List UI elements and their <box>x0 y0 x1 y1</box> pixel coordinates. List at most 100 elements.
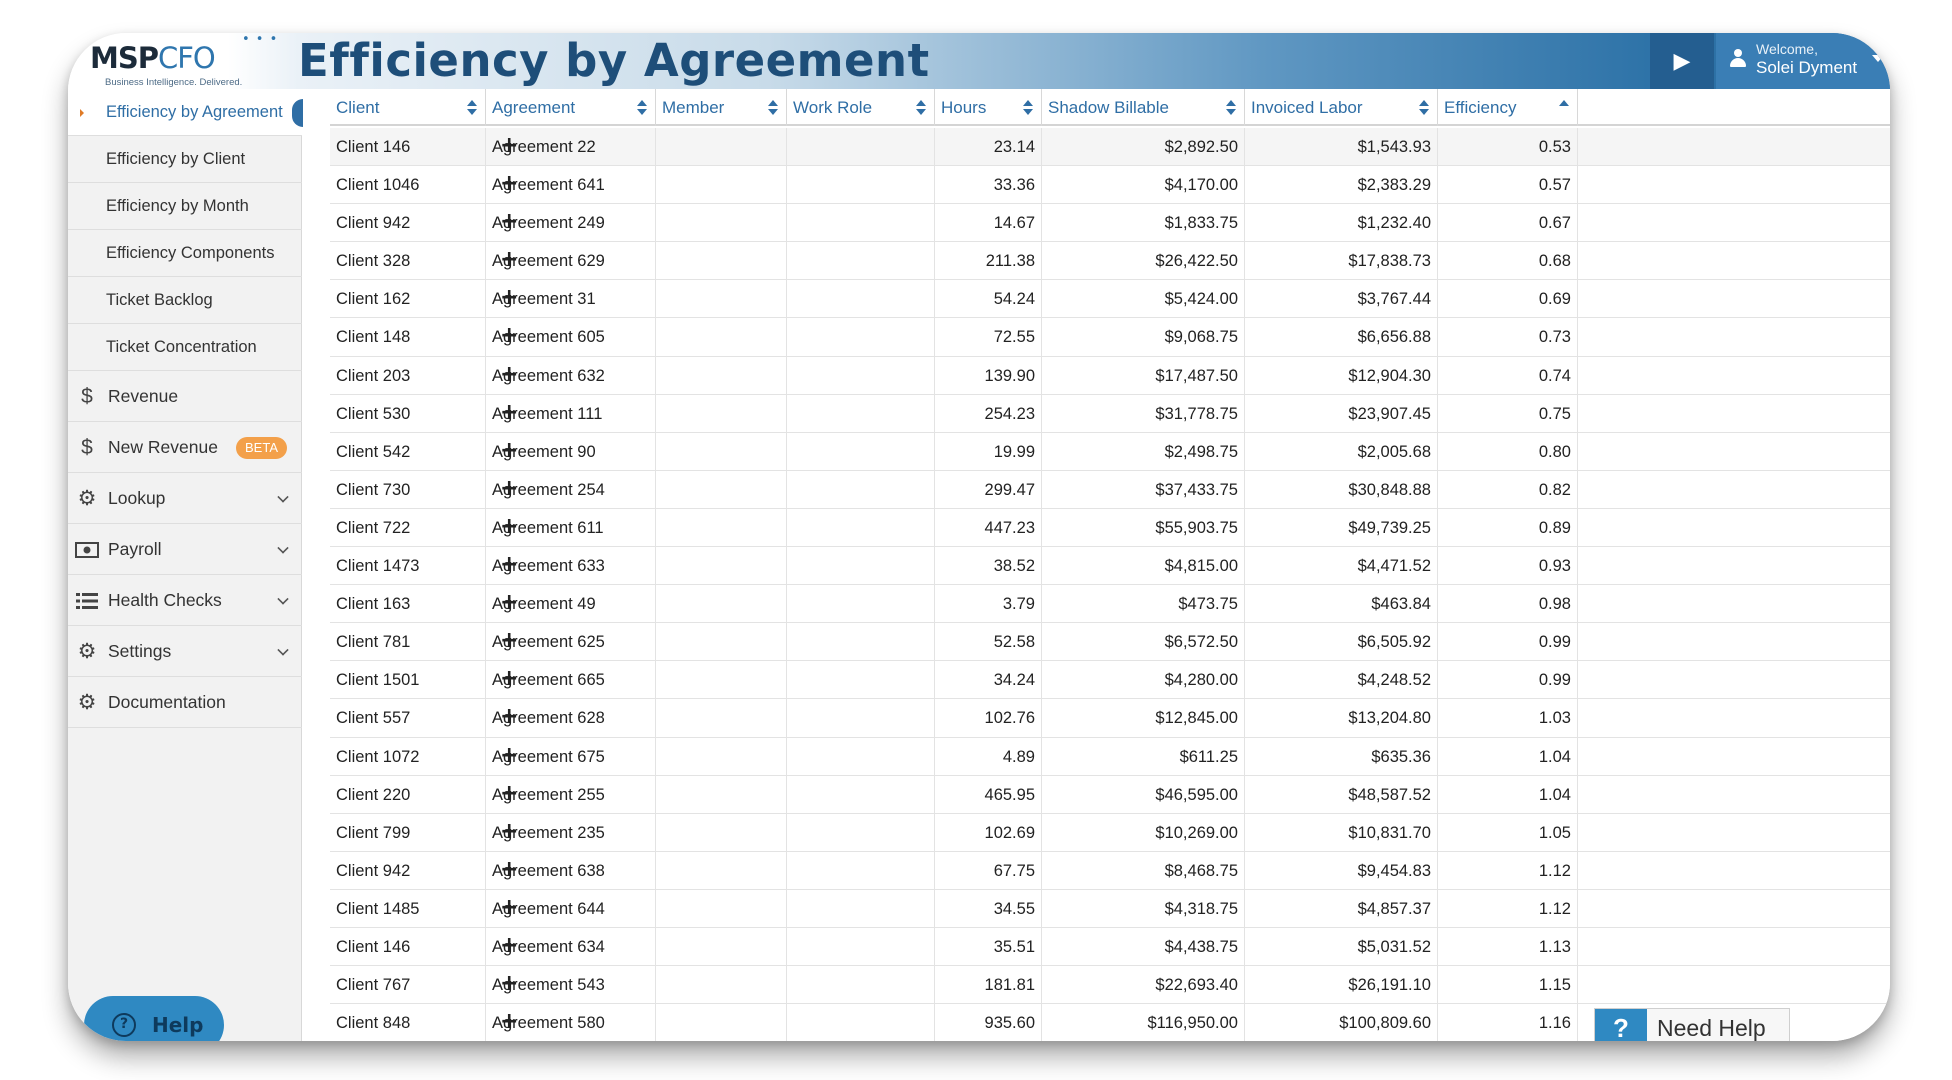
cell-work-role <box>787 661 935 700</box>
table-row[interactable]: Client 942 Agreement 638 67.75 $8,468.75 $9,… <box>330 851 1890 890</box>
table-row[interactable]: Client 942 Agreement 249 14.67 $1,833.75 $1,… <box>330 204 1890 243</box>
cell-hours: 14.67 <box>935 204 1042 243</box>
cell-agreement: Agreement 22 <box>486 128 656 166</box>
expand-plus-icon[interactable]: + <box>500 437 519 463</box>
help-button[interactable]: ? Help <box>84 996 224 1041</box>
cell-agreement: Agreement 628 <box>486 699 656 738</box>
expand-plus-icon[interactable]: + <box>500 932 519 958</box>
cell-client: Client 942 <box>330 204 486 243</box>
column-header-shadow-billable[interactable]: Shadow Billable <box>1042 89 1245 126</box>
column-header-invoiced-labor[interactable]: Invoiced Labor <box>1245 89 1438 126</box>
expand-plus-icon[interactable]: + <box>500 475 519 501</box>
cell-agreement: Agreement 580 <box>486 1004 656 1041</box>
cell-member <box>656 242 787 281</box>
expand-plus-icon[interactable]: + <box>500 894 519 920</box>
sidebar-item-efficiency-by-agreement[interactable]: Efficiency by Agreement <box>68 89 303 136</box>
logo[interactable]: MSPCFO • • • Business Intelligence. Deli… <box>90 33 279 88</box>
sidebar-item-payroll[interactable]: Payroll <box>68 524 302 575</box>
expand-plus-icon[interactable]: + <box>500 361 519 387</box>
cell-client: Client 220 <box>330 775 486 814</box>
table-row[interactable]: Client 328 Agreement 629 211.38 $26,422.50 $… <box>330 242 1890 281</box>
table-row[interactable]: Client 1485 Agreement 644 34.55 $4,318.75 $4… <box>330 889 1890 928</box>
table-row[interactable]: Client 799 Agreement 235 102.69 $10,269.00 $… <box>330 813 1890 852</box>
table-row[interactable]: Client 730 Agreement 254 299.47 $37,433.75 $… <box>330 470 1890 509</box>
table-row[interactable]: Client 148 Agreement 605 72.55 $9,068.75 $6,… <box>330 318 1890 357</box>
expand-plus-icon[interactable]: + <box>500 666 519 692</box>
user-menu[interactable]: Welcome, Solei Dyment <box>1716 33 1890 89</box>
cell-shadow-billable: $8,468.75 <box>1042 851 1245 890</box>
table-row[interactable]: Client 848 Agreement 580 935.60 $116,950.00… <box>330 1004 1890 1041</box>
column-header-client[interactable]: Client <box>330 89 486 126</box>
expand-plus-icon[interactable]: + <box>500 552 519 578</box>
sidebar-item-efficiency-components[interactable]: Efficiency Components <box>68 230 302 277</box>
cell-hours: 34.55 <box>935 889 1042 928</box>
sidebar-item-settings[interactable]: ⚙ Settings <box>68 626 302 677</box>
table-row[interactable]: Client 1473 Agreement 633 38.52 $4,815.00 $4… <box>330 547 1890 586</box>
expand-plus-icon[interactable]: + <box>500 247 519 273</box>
expand-plus-icon[interactable]: + <box>500 399 519 425</box>
cell-member <box>656 356 787 395</box>
cell-client: Client 328 <box>330 242 486 281</box>
need-help-widget[interactable]: ? Need Help <box>1594 1008 1790 1041</box>
table-row[interactable]: Client 530 Agreement 111 254.23 $31,778.75 $… <box>330 394 1890 433</box>
expand-plus-icon[interactable]: + <box>500 285 519 311</box>
expand-plus-icon[interactable]: + <box>500 323 519 349</box>
header-bar: MSPCFO • • • Business Intelligence. Deli… <box>68 33 1890 89</box>
expand-plus-icon[interactable]: + <box>500 818 519 844</box>
table-row[interactable]: Client 220 Agreement 255 465.95 $46,595.00 $… <box>330 775 1890 814</box>
active-arrow-icon <box>80 109 84 117</box>
table-row[interactable]: Client 146 Agreement 634 35.51 $4,438.75 $5,… <box>330 927 1890 967</box>
expand-plus-icon[interactable]: + <box>500 171 519 197</box>
sidebar-item-ticket-concentration[interactable]: Ticket Concentration <box>68 324 302 371</box>
cell-efficiency: 1.13 <box>1438 927 1578 966</box>
expand-plus-icon[interactable]: + <box>500 209 519 235</box>
table-row[interactable]: Client 542 Agreement 90 19.99 $2,498.75 $2,0… <box>330 432 1890 471</box>
table-row[interactable]: Client 767 Agreement 543 181.81 $22,693.40 $… <box>330 966 1890 1005</box>
caret-down-icon <box>1872 55 1884 62</box>
expand-plus-icon[interactable]: + <box>500 513 519 539</box>
cell-efficiency: 0.82 <box>1438 470 1578 509</box>
expand-plus-icon[interactable]: + <box>500 133 519 158</box>
sidebar-item-documentation[interactable]: ⚙ Documentation <box>68 677 302 728</box>
column-header-member[interactable]: Member <box>656 89 787 126</box>
table-row[interactable]: Client 722 Agreement 611 447.23 $55,903.75 $… <box>330 508 1890 548</box>
cell-efficiency: 0.69 <box>1438 280 1578 319</box>
cell-client: Client 848 <box>330 1004 486 1041</box>
sidebar-item-ticket-backlog[interactable]: Ticket Backlog <box>68 277 302 324</box>
table-row[interactable]: Client 1501 Agreement 665 34.24 $4,280.00 $4… <box>330 661 1890 700</box>
play-button[interactable]: ▶ <box>1650 33 1714 89</box>
table-row[interactable]: Client 203 Agreement 632 139.90 $17,487.50 $… <box>330 356 1890 395</box>
expand-plus-icon[interactable]: + <box>500 780 519 806</box>
sidebar-item-new-revenue[interactable]: $ New Revenue BETA <box>68 422 302 473</box>
column-header-efficiency[interactable]: Efficiency <box>1438 89 1578 126</box>
sidebar-item-health-checks[interactable]: Health Checks <box>68 575 302 626</box>
table-row[interactable]: Client 146 Agreement 22 23.14 $2,892.50 $1,5… <box>330 128 1890 167</box>
column-header-agreement[interactable]: Agreement <box>486 89 656 126</box>
expand-plus-icon[interactable]: + <box>500 971 519 997</box>
sidebar-item-efficiency-by-month[interactable]: Efficiency by Month <box>68 183 302 230</box>
cell-hours: 139.90 <box>935 356 1042 395</box>
cell-member <box>656 813 787 852</box>
table-row[interactable]: Client 1046 Agreement 641 33.36 $4,170.00 $2… <box>330 166 1890 205</box>
expand-plus-icon[interactable]: + <box>500 704 519 730</box>
column-header-work-role[interactable]: Work Role <box>787 89 935 126</box>
cell-client: Client 942 <box>330 851 486 890</box>
cell-shadow-billable: $6,572.50 <box>1042 623 1245 662</box>
sidebar-item-lookup[interactable]: ⚙ Lookup <box>68 473 302 524</box>
table-row[interactable]: Client 557 Agreement 628 102.76 $12,845.00 $… <box>330 699 1890 738</box>
table-row[interactable]: Client 163 Agreement 49 3.79 $473.75 $463.84… <box>330 585 1890 624</box>
table-row[interactable]: Client 1072 Agreement 675 4.89 $611.25 $635.… <box>330 737 1890 776</box>
table-row[interactable]: Client 162 Agreement 31 54.24 $5,424.00 $3,7… <box>330 280 1890 319</box>
expand-plus-icon[interactable]: + <box>500 1009 519 1035</box>
expand-plus-icon[interactable]: + <box>500 628 519 654</box>
expand-plus-icon[interactable]: + <box>500 590 519 616</box>
sidebar-item-revenue[interactable]: $ Revenue <box>68 371 302 422</box>
column-header-hours[interactable]: Hours <box>935 89 1042 126</box>
expand-plus-icon[interactable]: + <box>500 856 519 882</box>
sort-icon <box>1226 100 1236 116</box>
sidebar-item-efficiency-by-client[interactable]: Efficiency by Client <box>68 136 302 183</box>
expand-plus-icon[interactable]: + <box>500 742 519 768</box>
cell-efficiency: 0.73 <box>1438 318 1578 357</box>
table-row[interactable]: Client 781 Agreement 625 52.58 $6,572.50 $6,… <box>330 623 1890 662</box>
cell-invoiced-labor: $463.84 <box>1245 585 1438 624</box>
